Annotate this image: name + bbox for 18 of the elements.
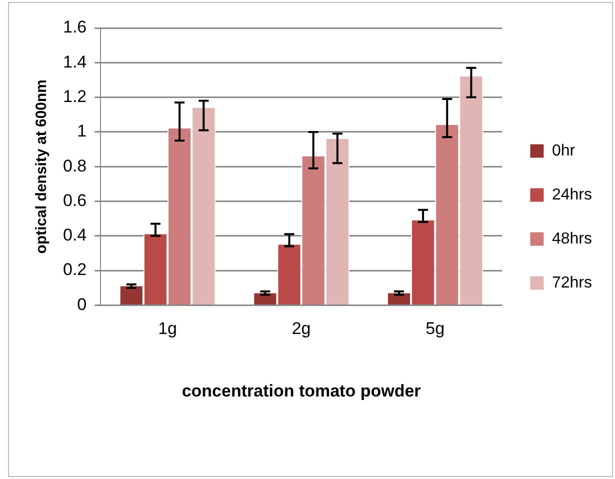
x-axis-title: concentration tomato powder [182,381,422,400]
y-tick-label: 1 [77,122,87,141]
y-tick-label: 0 [77,294,87,314]
x-tick-label: 5g [426,319,445,338]
y-tick-label: 0.8 [62,156,87,176]
legend-label: 24hrs [552,186,592,204]
y-axis-title: optical density at 600nm [33,79,50,254]
legend-label: 72hrs [552,274,592,292]
y-tick-label: 1.2 [62,86,87,106]
x-tick-label: 2g [292,319,311,338]
legend-label: 48hrs [552,230,592,248]
y-tick-label: 0.4 [62,226,87,245]
y-tick-label: 0.2 [62,260,87,280]
legend-label: 0hr [552,142,576,160]
y-tick-label: 0.6 [62,190,87,210]
y-tick-label: 1.4 [62,52,87,72]
x-tick-label: 1g [158,319,177,338]
y-tick-label: 1.6 [62,18,87,37]
